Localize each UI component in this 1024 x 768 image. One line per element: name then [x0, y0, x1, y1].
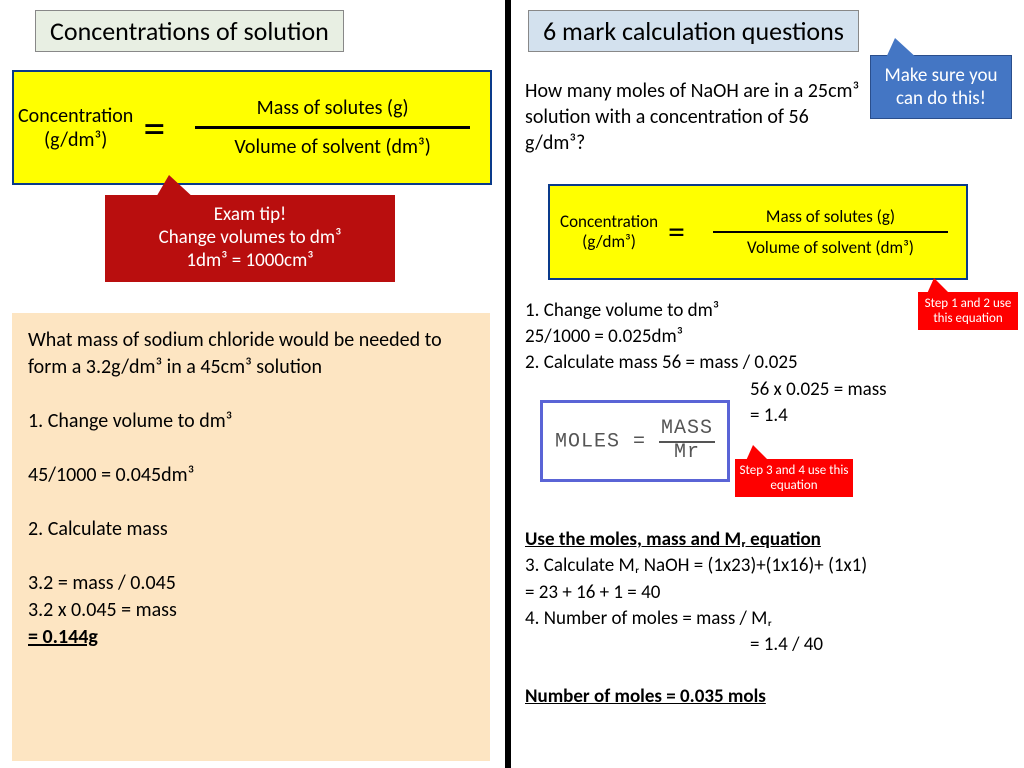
formula2-denominator: Volume of solvent (dm³)	[695, 237, 966, 258]
equals-sign-2: =	[658, 212, 695, 253]
r-answer: Number of moles = 0.035 mols	[525, 684, 1005, 710]
tip-line-2: Change volumes to dm³	[111, 226, 389, 249]
r-calc4: = 23 + 16 + 1 = 40	[525, 580, 1005, 606]
formula-lhs-1: Concentration	[18, 104, 133, 128]
worked-step1: 1. Change volume to dm³	[28, 408, 474, 435]
concentration-formula-right: Concentration(g/dm³) = Mass of solutes (…	[548, 184, 968, 280]
worked-calc1: 45/1000 = 0.045dm³	[28, 462, 474, 489]
r-header: Use the moles, mass and Mᵣ equation	[525, 527, 1005, 553]
formula-numerator: Mass of solutes (g)	[175, 96, 490, 120]
left-title: Concentrations of solution	[35, 10, 344, 52]
vertical-divider	[505, 0, 511, 768]
equals-sign: =	[133, 101, 175, 155]
r-calc5: = 1.4 / 40	[525, 632, 1005, 658]
fraction-line-2	[713, 231, 948, 233]
tip-line-3: 1dm³ = 1000cm³	[111, 249, 389, 272]
r-step4: 4. Number of moles = mass / Mᵣ	[525, 606, 1005, 632]
worked-example-left: What mass of sodium chloride would be ne…	[12, 313, 490, 761]
worked-calc2: 3.2 = mass / 0.045	[28, 570, 474, 597]
r-step2: 2. Calculate mass 56 = mass / 0.025	[525, 350, 1005, 376]
moles-num: MASS	[659, 419, 715, 443]
r-step3: 3. Calculate Mᵣ NaOH = (1x23)+(1x16)+ (1…	[525, 553, 1005, 579]
make-sure-callout: Make sure you can do this!	[870, 55, 1012, 119]
worked-calc3: 3.2 x 0.045 = mass	[28, 597, 474, 624]
formula2-numerator: Mass of solutes (g)	[695, 206, 966, 227]
formula-lhs-2: (g/dm³)	[44, 128, 107, 152]
moles-formula-box: MOLES = MASS Mr	[540, 400, 730, 482]
formula2-lhs-1: Concentration	[560, 211, 658, 232]
moles-lhs: MOLES =	[555, 430, 646, 453]
formula-denominator: Volume of solvent (dm³)	[175, 135, 490, 159]
exam-tip-callout: Exam tip! Change volumes to dm³ 1dm³ = 1…	[105, 195, 395, 282]
r-step1: 1. Change volume to dm³	[525, 298, 1005, 324]
worked-answer: = 0.144g	[28, 624, 474, 651]
r-calc2: 56 x 0.025 = mass	[525, 377, 1005, 403]
formula2-lhs-2: (g/dm³)	[582, 231, 636, 252]
tip-line-1: Exam tip!	[111, 203, 389, 226]
worked-question: What mass of sodium chloride would be ne…	[28, 327, 474, 381]
concentration-formula-left: Concentration(g/dm³) = Mass of solutes (…	[12, 70, 492, 185]
worked-step2: 2. Calculate mass	[28, 516, 474, 543]
right-question: How many moles of NaOH are in a 25cm³ so…	[525, 78, 870, 156]
fraction-line	[195, 126, 470, 129]
r-calc1: 25/1000 = 0.025dm³	[525, 324, 1005, 350]
right-title: 6 mark calculation questions	[528, 10, 859, 52]
moles-den: Mr	[659, 443, 715, 463]
step34-callout: Step 3 and 4 use this equation	[735, 459, 853, 497]
right-steps: 1. Change volume to dm³ 25/1000 = 0.025d…	[525, 298, 1005, 711]
